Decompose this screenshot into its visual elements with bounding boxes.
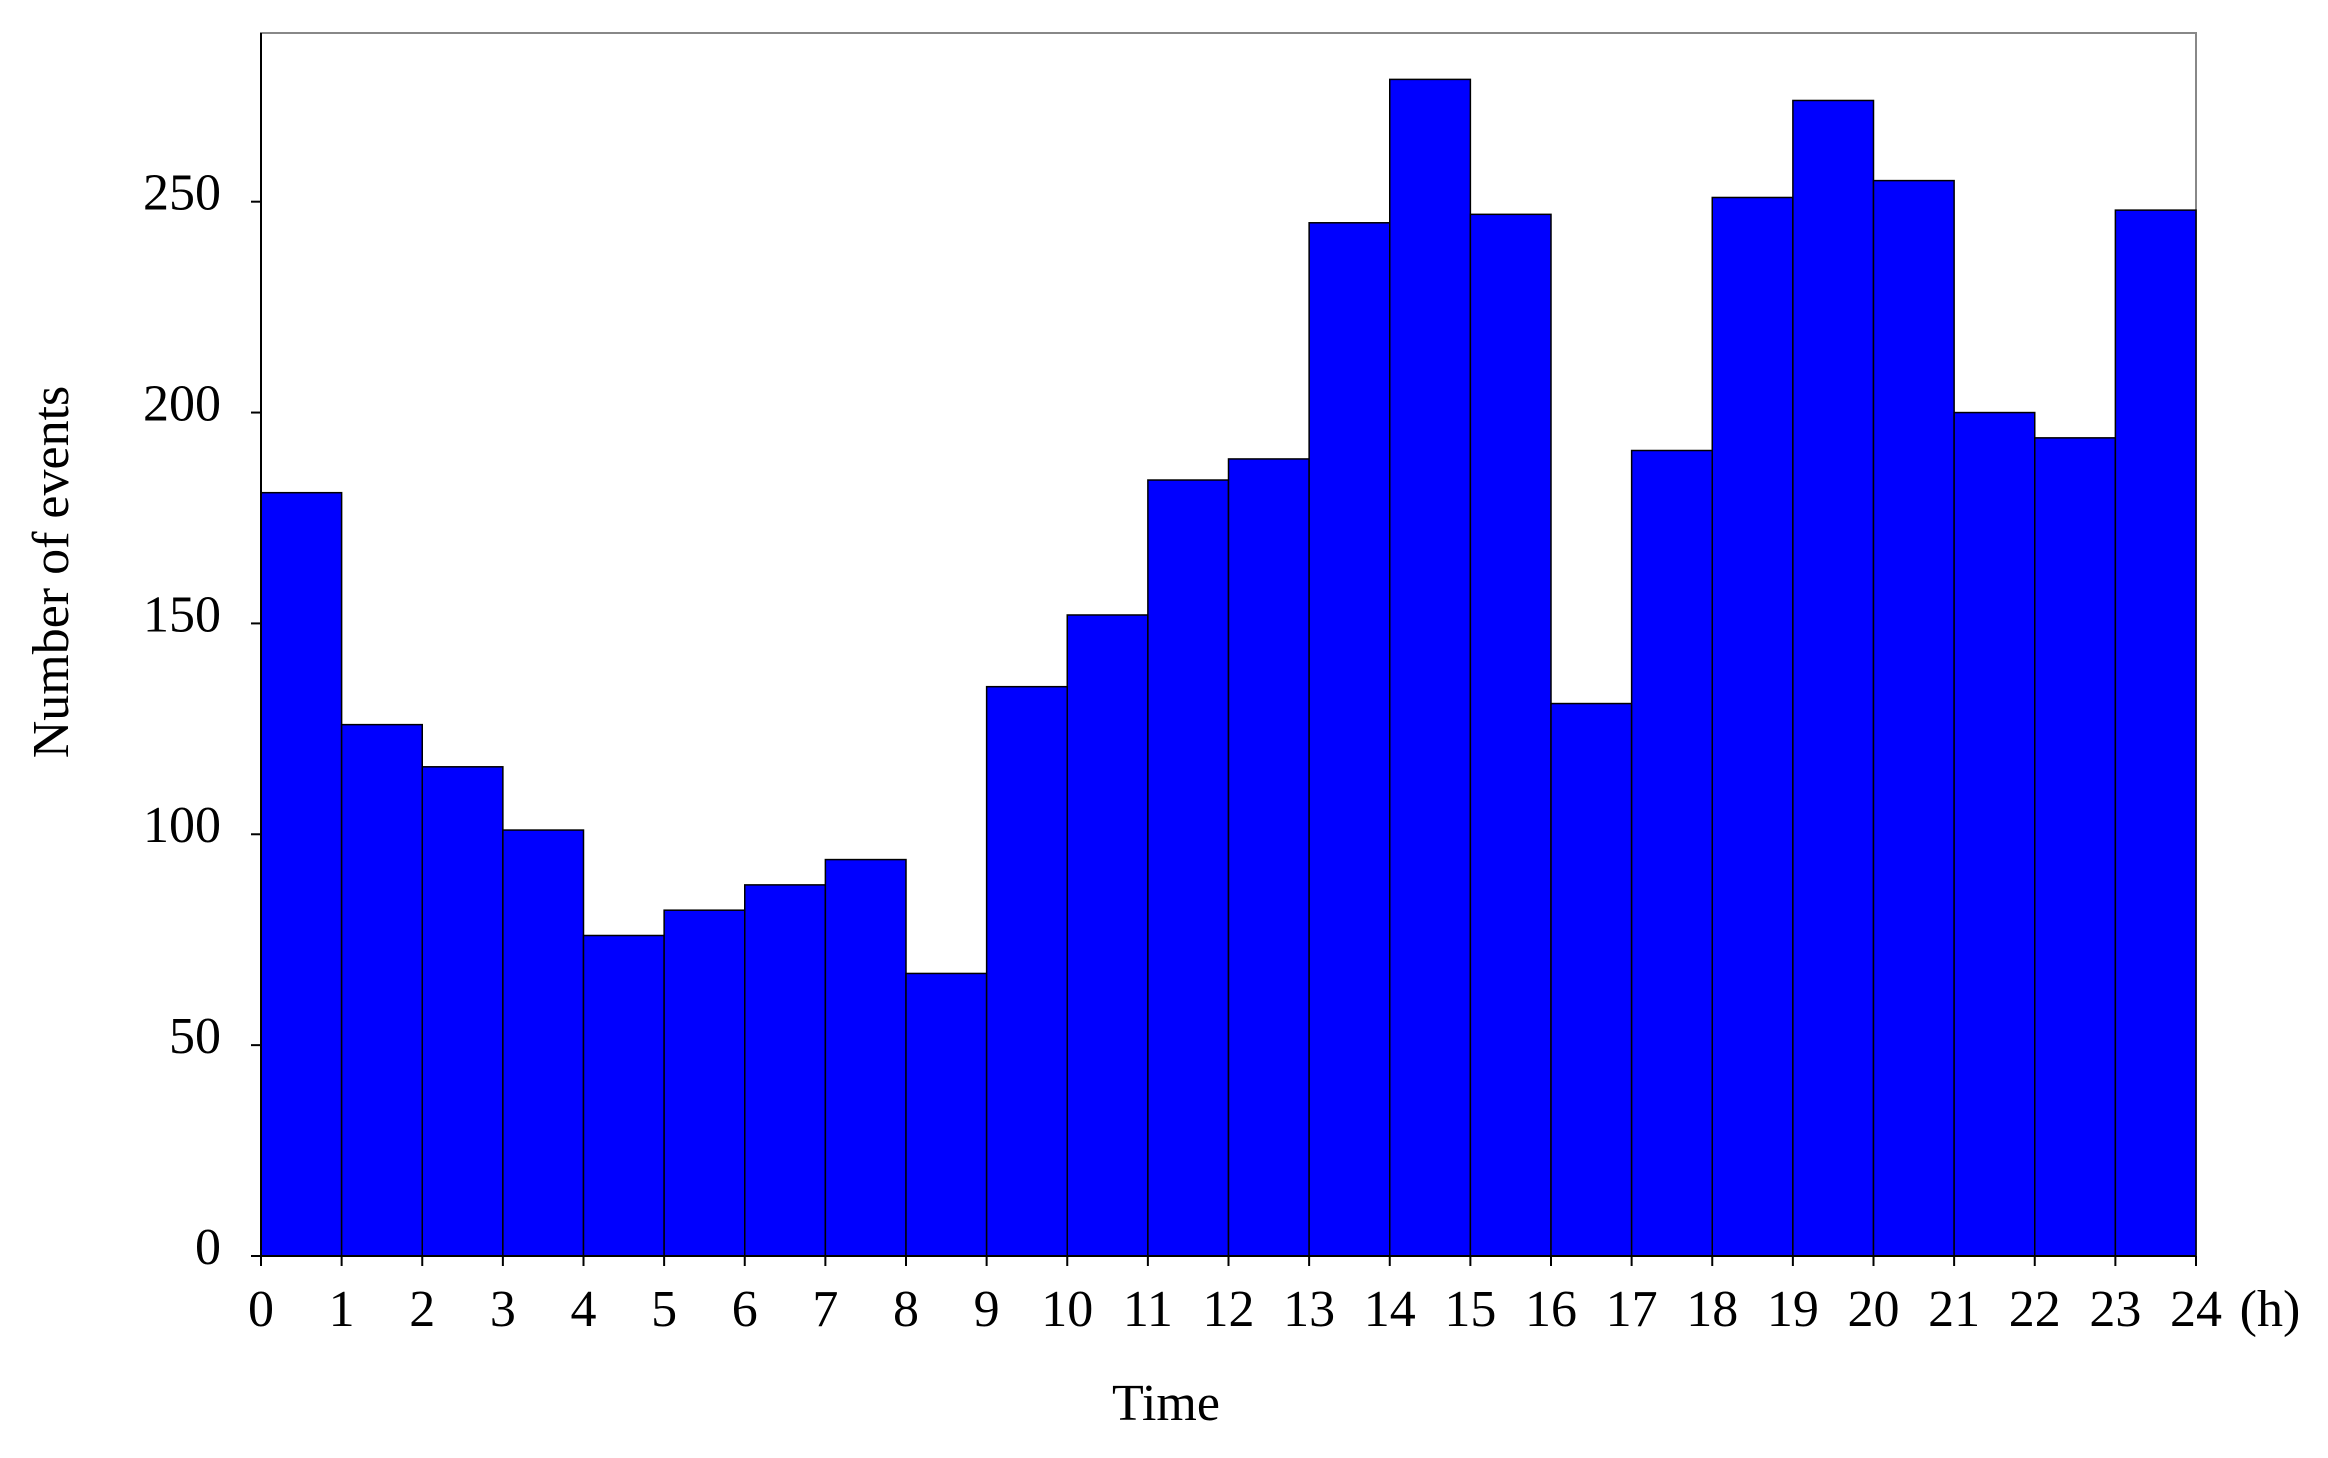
x-tick-label: 8: [893, 1281, 919, 1338]
x-tick-label: 4: [571, 1281, 597, 1338]
x-tick-label: 0: [248, 1281, 274, 1338]
x-tick-label: 24: [2170, 1281, 2222, 1338]
bar: [1953, 411, 2036, 1257]
bar: [1066, 614, 1149, 1257]
x-tick-label: 19: [1767, 1281, 1819, 1338]
x-tick-label: 16: [1525, 1281, 1577, 1338]
x-tick-label: 20: [1848, 1281, 1900, 1338]
bar: [1792, 99, 1875, 1257]
bar: [744, 884, 827, 1257]
bar: [421, 766, 504, 1257]
x-tick-label: 3: [490, 1281, 516, 1338]
x-tick-label: 12: [1203, 1281, 1255, 1338]
bar: [1469, 213, 1552, 1257]
bar: [582, 934, 665, 1257]
y-tick-label: 250: [143, 165, 221, 222]
x-tick-label: 7: [812, 1281, 838, 1338]
bar: [1227, 458, 1310, 1257]
bar: [1872, 179, 1955, 1257]
y-axis-label: Number of events: [23, 386, 80, 759]
x-unit-label: (h): [2240, 1281, 2301, 1338]
bar: [340, 723, 423, 1257]
bar: [502, 829, 585, 1257]
y-tick-label: 0: [195, 1219, 221, 1276]
x-tick-label: 14: [1364, 1281, 1416, 1338]
x-tick-label: 17: [1606, 1281, 1658, 1338]
bar: [1630, 449, 1713, 1257]
y-tick-label: 100: [143, 797, 221, 854]
y-tick-label: 50: [169, 1008, 221, 1065]
x-tick-label: 22: [2009, 1281, 2061, 1338]
bar: [905, 972, 988, 1257]
bar: [260, 491, 343, 1257]
x-tick-label: 13: [1283, 1281, 1335, 1338]
bar: [985, 685, 1068, 1257]
x-tick-label: 15: [1444, 1281, 1496, 1338]
bar: [1308, 222, 1391, 1257]
x-tick-label: 2: [409, 1281, 435, 1338]
x-axis-label: Time: [1112, 1375, 1220, 1432]
y-tick-label: 150: [143, 586, 221, 643]
bar: [1550, 702, 1633, 1257]
x-tick-label: 5: [651, 1281, 677, 1338]
bar: [824, 858, 907, 1257]
x-tick-label: 9: [974, 1281, 1000, 1338]
x-tick-label: 11: [1123, 1281, 1173, 1338]
bar: [663, 909, 746, 1257]
x-tick-label: 1: [329, 1281, 355, 1338]
x-tick-label: 21: [1928, 1281, 1980, 1338]
bar: [1711, 196, 1794, 1257]
x-tick-label: 23: [2089, 1281, 2141, 1338]
bar: [1147, 479, 1230, 1257]
x-tick-label: 10: [1041, 1281, 1093, 1338]
x-tick-label: 6: [732, 1281, 758, 1338]
y-tick-label: 200: [143, 375, 221, 432]
bar: [1389, 78, 1472, 1257]
bar: [2114, 209, 2197, 1257]
x-tick-label: 18: [1686, 1281, 1738, 1338]
bar: [2034, 437, 2117, 1257]
